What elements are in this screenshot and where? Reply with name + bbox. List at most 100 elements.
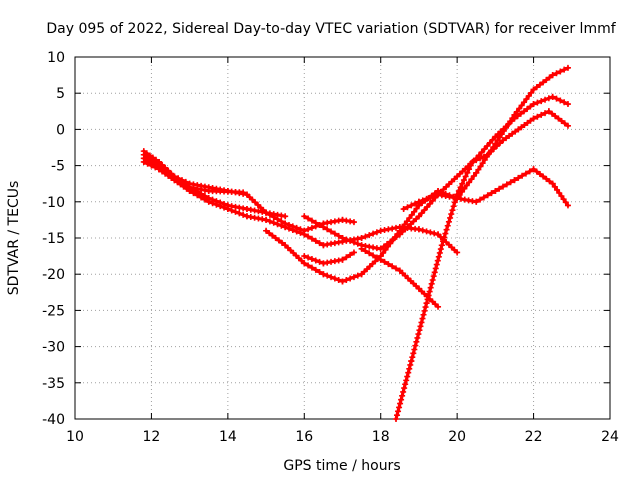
data-point [561, 99, 568, 106]
data-point [436, 249, 443, 256]
x-tick-label: 10 [66, 429, 84, 445]
data-point [545, 108, 552, 115]
data-point [426, 200, 433, 207]
data-point [477, 163, 484, 170]
data-point [350, 239, 357, 246]
data-point [460, 177, 467, 184]
series-track-c [140, 148, 289, 220]
data-point [177, 181, 184, 188]
data-point [542, 110, 549, 117]
data-point [377, 256, 384, 263]
data-point [534, 99, 541, 106]
data-point [168, 174, 175, 181]
data-point [393, 416, 399, 422]
data-point [457, 184, 464, 191]
data-point [562, 199, 569, 206]
data-point [362, 248, 369, 255]
data-point [523, 96, 530, 103]
data-point [343, 254, 350, 261]
series-track-g [301, 249, 357, 267]
data-point [366, 250, 373, 257]
data-point [543, 175, 550, 182]
data-point [305, 262, 312, 269]
x-axis-label: GPS time / hours [283, 458, 400, 474]
x-tick-label: 16 [295, 429, 313, 445]
data-point [370, 230, 377, 237]
data-point [543, 76, 550, 83]
data-point [236, 210, 243, 217]
data-point [454, 249, 461, 256]
data-point [448, 211, 455, 218]
data-point [373, 254, 380, 261]
data-point [564, 64, 571, 71]
data-point [301, 260, 308, 267]
data-point [512, 128, 519, 135]
data-point [534, 113, 541, 120]
series-line [402, 66, 570, 211]
data-point [140, 158, 147, 165]
data-point [425, 292, 432, 299]
data-point [396, 404, 403, 411]
data-point [454, 195, 461, 202]
data-point [282, 224, 289, 231]
data-point [186, 187, 193, 194]
y-tick-label: 10 [47, 50, 65, 66]
data-point [521, 108, 528, 115]
data-point [380, 249, 387, 256]
data-point [190, 190, 197, 197]
data-point [413, 205, 420, 212]
data-point [194, 192, 201, 199]
data-point [459, 180, 466, 187]
data-point [362, 233, 369, 240]
data-point [269, 232, 276, 239]
data-point [347, 275, 354, 282]
y-tick-label: -40 [42, 412, 65, 428]
data-point [263, 227, 270, 234]
data-point [488, 190, 495, 197]
data-point [418, 319, 425, 326]
data-point [417, 323, 424, 330]
data-point [358, 245, 365, 252]
data-point [272, 235, 279, 241]
data-point [405, 369, 412, 376]
data-point [473, 169, 480, 176]
data-point [500, 183, 506, 190]
y-tick-label: -5 [51, 159, 65, 175]
data-point [494, 137, 501, 144]
data-point [403, 218, 410, 225]
data-point [447, 214, 454, 221]
data-point [324, 272, 331, 279]
data-point [308, 224, 315, 231]
axis-ticks: 10 12 14 16 18 20 22 24 10 5 0 -5 -10 -15 -20 -25 -30 -35… [42, 50, 619, 445]
data-point [408, 202, 415, 209]
data-point [146, 152, 153, 159]
data-point [420, 311, 427, 318]
data-series [140, 64, 571, 422]
data-point [354, 240, 361, 247]
data-point [393, 265, 399, 272]
data-point [431, 193, 438, 200]
data-point [463, 182, 470, 189]
data-point [411, 346, 418, 353]
data-point [409, 354, 416, 361]
data-point [481, 146, 488, 153]
data-point [286, 225, 292, 232]
data-point [546, 178, 553, 185]
data-point [312, 266, 319, 273]
data-point [456, 192, 463, 199]
data-point [533, 84, 540, 91]
data-point [427, 229, 434, 236]
data-point [469, 158, 476, 165]
data-point [527, 103, 534, 110]
data-point [198, 194, 205, 201]
data-point [423, 195, 430, 202]
data-point [521, 99, 528, 106]
data-point [316, 240, 323, 247]
y-tick-label: -10 [42, 195, 65, 211]
data-point [423, 228, 430, 235]
data-point [278, 239, 285, 246]
data-point [561, 66, 568, 73]
data-point [492, 140, 499, 147]
data-point [384, 241, 391, 248]
data-point [553, 95, 560, 102]
